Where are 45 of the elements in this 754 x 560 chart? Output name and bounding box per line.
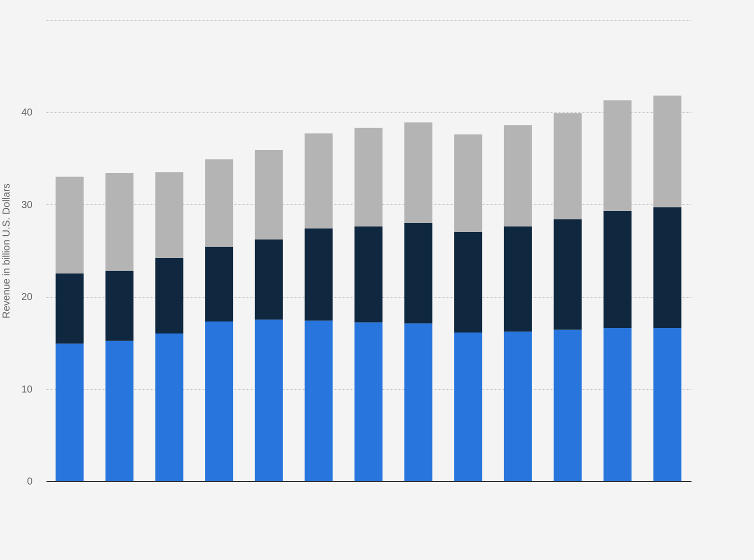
bar: [454, 134, 482, 232]
y-tick-label: 0: [26, 476, 33, 488]
bar: [354, 322, 383, 481]
bar: [653, 96, 682, 208]
bar: [56, 176, 84, 274]
bar: [56, 274, 84, 344]
bar: [404, 323, 432, 481]
bar: [155, 172, 184, 258]
bar: [205, 246, 234, 322]
bar: [155, 333, 184, 481]
bar: [105, 340, 134, 481]
bar: [354, 226, 383, 322]
bar: [554, 219, 582, 330]
bar: [504, 226, 532, 332]
bar: [554, 330, 582, 481]
bar: [653, 207, 682, 328]
bar: [56, 344, 84, 481]
bar: [304, 228, 333, 321]
bar: [254, 239, 283, 320]
bar: [354, 128, 383, 227]
bar: [404, 222, 432, 324]
y-tick-label: 40: [21, 108, 33, 119]
bar: [653, 328, 682, 481]
bar: [205, 159, 234, 247]
bar: [304, 133, 333, 228]
bar: [604, 100, 632, 211]
bar: [454, 232, 482, 333]
bar: [404, 122, 432, 223]
y-tick-label: 10: [21, 384, 33, 396]
bar: [604, 328, 632, 481]
bar: [254, 320, 283, 481]
y-axis-title: Revenue in billion U.S. Dollars: [1, 183, 12, 319]
y-tick-label: 20: [21, 292, 33, 304]
bar: [205, 321, 234, 481]
bar: [504, 332, 532, 481]
bar: [504, 125, 532, 227]
y-tick-label: 30: [21, 200, 33, 211]
bar: [155, 258, 184, 334]
bar: [304, 320, 333, 481]
bar: [454, 332, 482, 481]
bar: [254, 150, 283, 240]
bar: [105, 270, 134, 341]
bar: [554, 113, 582, 220]
bar: [604, 210, 632, 328]
bar: [105, 173, 134, 271]
